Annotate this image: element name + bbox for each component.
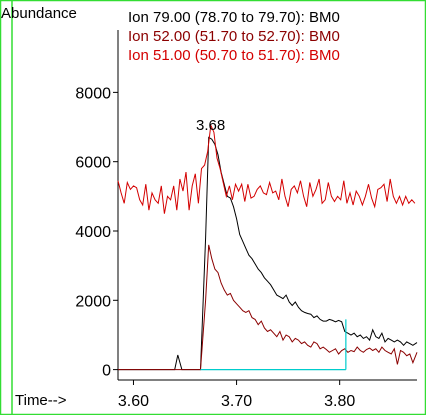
x-axis-title: Time--> [15,392,67,409]
legend: Ion 79.00 (78.70 to 79.70): BM0 Ion 52.00… [128,9,340,64]
legend-entry: Ion 79.00 (78.70 to 79.70): BM0 [128,9,340,26]
peak-label: 3.68 [196,117,225,134]
y-tick-label: 8000 [75,85,111,102]
y-axis-title: Abundance [1,5,77,22]
x-tick-label: 3.80 [324,393,355,410]
legend-entry: Ion 51.00 (50.70 to 51.70): BM0 [128,47,340,64]
y-tick-label: 0 [102,363,111,380]
y-tick-label: 2000 [75,293,111,310]
series-line-3 [117,123,416,214]
legend-entry: Ion 52.00 (51.70 to 52.70): BM0 [128,28,340,45]
series-line-1 [118,136,418,371]
series-line-2 [118,244,418,371]
y-tick-label: 4000 [75,224,111,241]
x-tick-label: 3.70 [221,393,252,410]
x-tick-label: 3.60 [118,393,149,410]
y-tick-label: 6000 [75,155,111,172]
